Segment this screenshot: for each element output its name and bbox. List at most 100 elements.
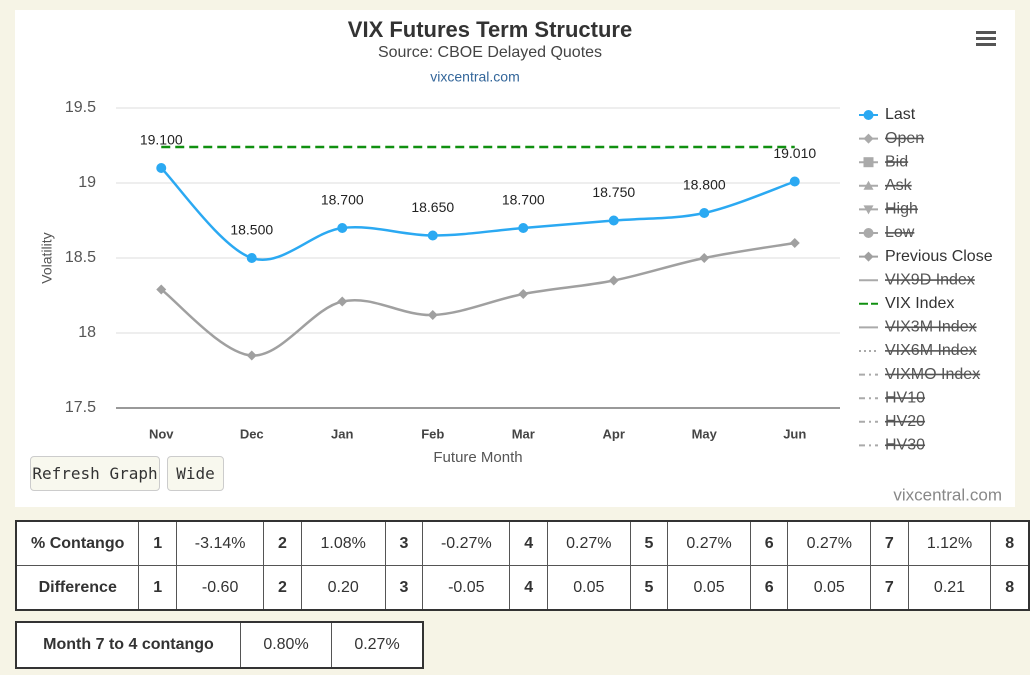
- table-cell: 0.21: [907, 565, 992, 611]
- legend-item[interactable]: Ask: [859, 177, 913, 194]
- table-cell: Month 7 to 4 contango: [15, 621, 241, 669]
- table-cell: 0.05: [787, 565, 872, 611]
- marker: [246, 350, 257, 361]
- legend-item[interactable]: Previous Close: [859, 248, 993, 265]
- table-cell: 1: [138, 520, 178, 566]
- menu-bar: [976, 43, 996, 46]
- marker: [427, 310, 438, 320]
- table-cell: 4: [509, 565, 548, 611]
- marker: [608, 275, 619, 286]
- x-tick-label: Dec: [240, 426, 264, 441]
- chart-subtitle: Source: CBOE Delayed Quotes: [378, 44, 602, 61]
- table-cell: 0.80%: [240, 621, 332, 669]
- y-tick-label: 19.5: [65, 99, 96, 116]
- legend-item[interactable]: VIX Index: [859, 295, 954, 312]
- legend-item[interactable]: Bid: [859, 153, 908, 170]
- table-cell: Difference: [15, 565, 140, 611]
- x-axis-label: Future Month: [433, 449, 522, 466]
- legend-item[interactable]: VIX9D Index: [859, 271, 975, 288]
- button[interactable]: Refresh Graph: [30, 456, 160, 491]
- menu-button[interactable]: [976, 31, 996, 46]
- legend-label: Bid: [885, 153, 908, 170]
- legend-label: VIX9D Index: [885, 271, 975, 288]
- y-tick-label: 17.5: [65, 399, 96, 416]
- data-label: 18.650: [411, 199, 454, 215]
- marker: [863, 133, 874, 144]
- marker: [863, 157, 874, 168]
- contango-table: % Contango 1 -3.14% 2 1.08% 3 -0.27% 4 0.27% 5 0.2…: [15, 520, 1030, 611]
- x-tick-label: Mar: [512, 426, 535, 441]
- table-cell: 3: [384, 520, 424, 566]
- table-cell: 0.27%: [667, 520, 751, 566]
- table-cell: -0.27%: [422, 520, 511, 566]
- legend-item[interactable]: VIX6M Index: [859, 342, 977, 359]
- marker: [699, 208, 710, 218]
- legend-item[interactable]: Low: [859, 224, 915, 241]
- marker: [863, 180, 874, 190]
- table-cell: 8: [990, 565, 1030, 611]
- data-label: 18.700: [502, 192, 545, 208]
- table-cell: % Contango: [15, 520, 140, 566]
- legend-label: Last: [885, 106, 916, 123]
- data-label: 19.010: [773, 145, 816, 161]
- marker: [863, 205, 874, 215]
- table-row: Difference 1 -0.60 2 0.20 3 -0.05 4 0.05 5 0.05 6 0.…: [15, 565, 1030, 611]
- table-cell: -0.60: [176, 565, 265, 611]
- legend-item[interactable]: HV20: [859, 413, 925, 430]
- legend-item[interactable]: HV30: [859, 437, 925, 454]
- data-label: 19.100: [140, 132, 183, 148]
- x-tick-label: Feb: [421, 426, 444, 441]
- table-cell: 7: [870, 565, 909, 611]
- contango-table: Month 7 to 4 contango 0.80% 0.27%: [15, 621, 424, 669]
- marker: [337, 223, 348, 233]
- data-label: 18.700: [321, 192, 364, 208]
- table-cell: 1.12%: [907, 520, 992, 566]
- data-label: 18.750: [592, 184, 635, 200]
- table-cell: 8: [990, 520, 1030, 566]
- legend-item[interactable]: Open: [859, 130, 924, 147]
- data-label: 18.500: [230, 222, 273, 238]
- x-tick-label: Apr: [603, 426, 625, 441]
- table-row: % Contango 1 -3.14% 2 1.08% 3 -0.27% 4 0.27% 5 0.2…: [15, 520, 1030, 566]
- menu-bar: [976, 37, 996, 40]
- marker: [246, 253, 257, 263]
- legend-label: High: [885, 201, 918, 218]
- legend-label: Open: [885, 130, 924, 147]
- table-cell: 3: [384, 565, 424, 611]
- marker: [156, 163, 167, 173]
- marker: [699, 253, 710, 263]
- marker: [337, 296, 348, 307]
- table-cell: 0.27%: [331, 621, 424, 669]
- legend-label: VIX6M Index: [885, 342, 977, 359]
- data-label: 18.800: [683, 177, 726, 193]
- x-tick-label: May: [692, 426, 718, 441]
- legend-label: HV30: [885, 437, 925, 454]
- marker: [518, 223, 529, 233]
- source-link[interactable]: vixcentral.com: [430, 69, 519, 85]
- legend-label: Ask: [885, 177, 913, 194]
- marker: [789, 176, 800, 187]
- table-cell: 0.05: [667, 565, 751, 611]
- table-cell: -3.14%: [176, 520, 265, 566]
- legend-label: VIX Index: [885, 295, 954, 312]
- credits[interactable]: vixcentral.com: [893, 485, 1002, 504]
- button[interactable]: Wide: [167, 456, 224, 491]
- table-cell: 5: [629, 520, 669, 566]
- legend-item[interactable]: High: [859, 201, 918, 218]
- table-cell: 4: [509, 520, 548, 566]
- legend-item[interactable]: VIX3M Index: [859, 319, 977, 336]
- marker: [863, 110, 874, 120]
- legend-label: HV20: [885, 413, 925, 430]
- table-cell: 0.20: [300, 565, 386, 611]
- table-cell: 6: [749, 520, 789, 566]
- legend-item[interactable]: Last: [859, 106, 916, 123]
- marker: [863, 228, 874, 238]
- table-cell: -0.05: [422, 565, 511, 611]
- table-cell: 6: [749, 565, 789, 611]
- table-cell: 0.27%: [787, 520, 872, 566]
- legend-item[interactable]: VIXMO Index: [859, 366, 980, 383]
- legend-item[interactable]: HV10: [859, 389, 925, 406]
- table-cell: 2: [263, 520, 302, 566]
